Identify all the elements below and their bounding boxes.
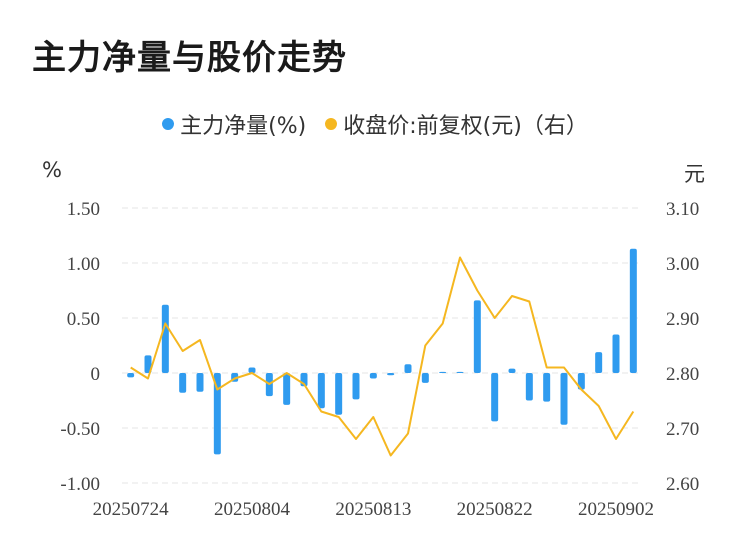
bar[interactable] xyxy=(577,373,585,390)
x-tick-label: 20250804 xyxy=(214,499,291,520)
left-tick-label: 1.00 xyxy=(67,254,100,275)
right-tick-label: 3.10 xyxy=(666,199,699,220)
left-tick-label: 0.50 xyxy=(67,309,100,330)
bar[interactable] xyxy=(595,352,603,373)
bar[interactable] xyxy=(127,373,135,378)
bar[interactable] xyxy=(179,373,187,393)
legend: 主力净量(%) 收盘价:前复权(元)（右） xyxy=(0,108,750,140)
bar[interactable] xyxy=(213,373,221,455)
bar[interactable] xyxy=(473,300,481,373)
bar[interactable] xyxy=(387,373,395,376)
bar[interactable] xyxy=(560,373,568,425)
right-tick-label: 3.00 xyxy=(666,254,699,275)
chart-title: 主力净量与股价走势 xyxy=(32,38,347,78)
legend-item-bar[interactable]: 主力净量(%) xyxy=(162,108,306,140)
bar[interactable] xyxy=(161,304,169,373)
bar[interactable] xyxy=(248,367,256,374)
left-tick-label: 0 xyxy=(91,364,101,385)
right-tick-label: 2.60 xyxy=(666,474,699,495)
bar[interactable] xyxy=(421,373,429,383)
left-tick-label: -1.00 xyxy=(60,474,100,495)
price-line[interactable] xyxy=(130,256,635,457)
bar[interactable] xyxy=(144,355,152,373)
legend-bar-swatch xyxy=(162,118,175,130)
line-series xyxy=(130,256,635,457)
left-tick-label: 1.50 xyxy=(67,199,100,220)
bar[interactable] xyxy=(612,334,620,374)
x-tick-label: 20250813 xyxy=(335,499,411,520)
legend-line-swatch xyxy=(325,118,338,130)
x-tick-label: 20250902 xyxy=(578,499,654,520)
bar[interactable] xyxy=(629,248,637,373)
bar[interactable] xyxy=(456,371,464,373)
bar[interactable] xyxy=(439,371,447,373)
bar[interactable] xyxy=(317,373,325,409)
x-axis-ticks: 20250724 20250804 20250813 20250822 20250902 xyxy=(93,499,654,520)
bar[interactable] xyxy=(283,373,291,405)
legend-line-label: 收盘价:前复权(元)（右） xyxy=(343,114,588,139)
bar[interactable] xyxy=(369,373,377,379)
legend-item-line[interactable]: 收盘价:前复权(元)（右） xyxy=(325,108,588,140)
x-tick-label: 20250822 xyxy=(457,499,533,520)
bar[interactable] xyxy=(508,368,516,373)
legend-bar-label: 主力净量(%) xyxy=(180,114,307,139)
bar[interactable] xyxy=(335,373,343,415)
right-axis-unit: 元 xyxy=(684,162,705,186)
bar[interactable] xyxy=(196,373,204,392)
right-tick-label: 2.80 xyxy=(666,364,699,385)
right-axis-ticks: 3.10 3.00 2.90 2.80 2.70 2.60 xyxy=(666,199,699,495)
right-tick-label: 2.90 xyxy=(666,309,699,330)
bar[interactable] xyxy=(543,373,551,402)
bar-series xyxy=(127,248,637,455)
left-axis-unit: % xyxy=(42,158,62,182)
bar[interactable] xyxy=(352,373,360,400)
right-tick-label: 2.70 xyxy=(666,419,699,440)
bar[interactable] xyxy=(525,373,533,401)
grid-lines xyxy=(122,207,642,484)
x-tick-label: 20250724 xyxy=(93,499,170,520)
left-tick-label: -0.50 xyxy=(60,419,100,440)
left-axis-ticks: 1.50 1.00 0.50 0 -0.50 -1.00 xyxy=(60,199,100,495)
bar[interactable] xyxy=(404,364,412,373)
bar[interactable] xyxy=(491,373,499,422)
